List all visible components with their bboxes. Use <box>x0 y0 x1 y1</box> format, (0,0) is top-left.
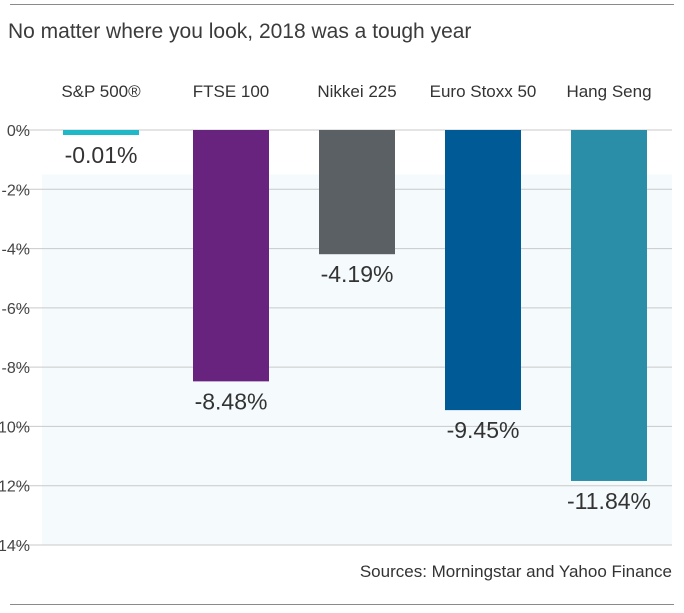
data-label: -8.48% <box>195 388 268 414</box>
category-label: S&P 500® <box>61 82 141 101</box>
data-label: -0.01% <box>65 142 138 168</box>
data-label: -11.84% <box>567 488 651 514</box>
bar <box>571 130 647 481</box>
y-tick-label: -2% <box>2 182 30 199</box>
y-tick-label: 10% <box>0 419 30 436</box>
data-label: -9.45% <box>447 417 520 443</box>
category-label: FTSE 100 <box>193 82 270 101</box>
y-tick-label: 12% <box>0 479 30 496</box>
y-tick-label: 0% <box>7 123 30 140</box>
bar <box>193 130 269 382</box>
chart-title: No matter where you look, 2018 was a tou… <box>8 20 472 43</box>
bar <box>445 130 521 411</box>
bottom-rule <box>10 604 674 605</box>
category-label: Hang Seng <box>566 82 651 101</box>
bar <box>319 130 395 255</box>
source-note: Sources: Morningstar and Yahoo Finance <box>359 562 672 581</box>
data-label: -4.19% <box>321 261 394 287</box>
y-tick-label: 14% <box>0 538 30 555</box>
y-tick-label: -8% <box>2 360 30 377</box>
y-tick-label: -6% <box>2 301 30 318</box>
top-rule <box>10 4 674 5</box>
category-label: Euro Stoxx 50 <box>430 82 537 101</box>
bar <box>63 130 139 135</box>
category-label: Nikkei 225 <box>317 82 396 101</box>
y-tick-label: -4% <box>2 242 30 259</box>
